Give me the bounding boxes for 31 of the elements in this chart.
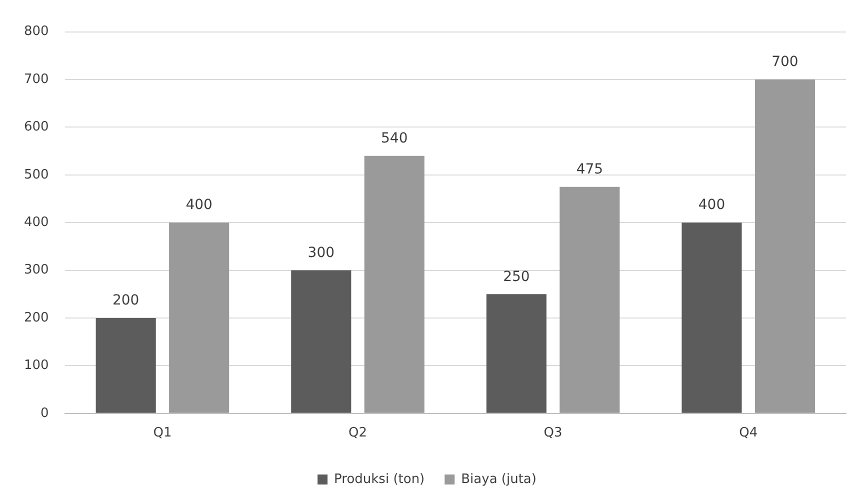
y-tick-label: 200 [24, 310, 49, 326]
x-tick-label: Q2 [348, 426, 368, 441]
data-label: 700 [772, 54, 798, 70]
y-tick-label: 100 [24, 358, 49, 374]
legend-label: Biaya (juta) [461, 472, 536, 487]
y-tick-label: 700 [24, 72, 49, 87]
y-tick-label: 800 [24, 24, 49, 40]
y-tick-label: 300 [24, 262, 49, 278]
x-tick-label: Q1 [153, 426, 172, 441]
x-tick-label: Q4 [739, 426, 758, 441]
legend-label: Produksi (ton) [334, 472, 425, 487]
data-label: 250 [503, 268, 530, 285]
data-label: 475 [576, 161, 604, 178]
y-tick-label: 0 [40, 406, 49, 421]
bar [754, 80, 815, 413]
y-tick-label: 400 [24, 214, 49, 230]
x-tick-label: Q3 [544, 426, 562, 441]
bar [682, 222, 742, 413]
data-label: 540 [381, 130, 408, 146]
data-label: 200 [112, 292, 140, 309]
y-tick-label: 600 [24, 120, 49, 135]
bar [169, 222, 230, 413]
bar [291, 270, 352, 413]
bar [560, 186, 620, 413]
data-label: 400 [698, 197, 726, 214]
data-label: 300 [308, 244, 335, 261]
bar [486, 294, 546, 413]
bar [96, 318, 156, 413]
bar [364, 156, 424, 413]
data-label: 400 [186, 197, 212, 214]
y-tick-label: 500 [24, 167, 49, 182]
